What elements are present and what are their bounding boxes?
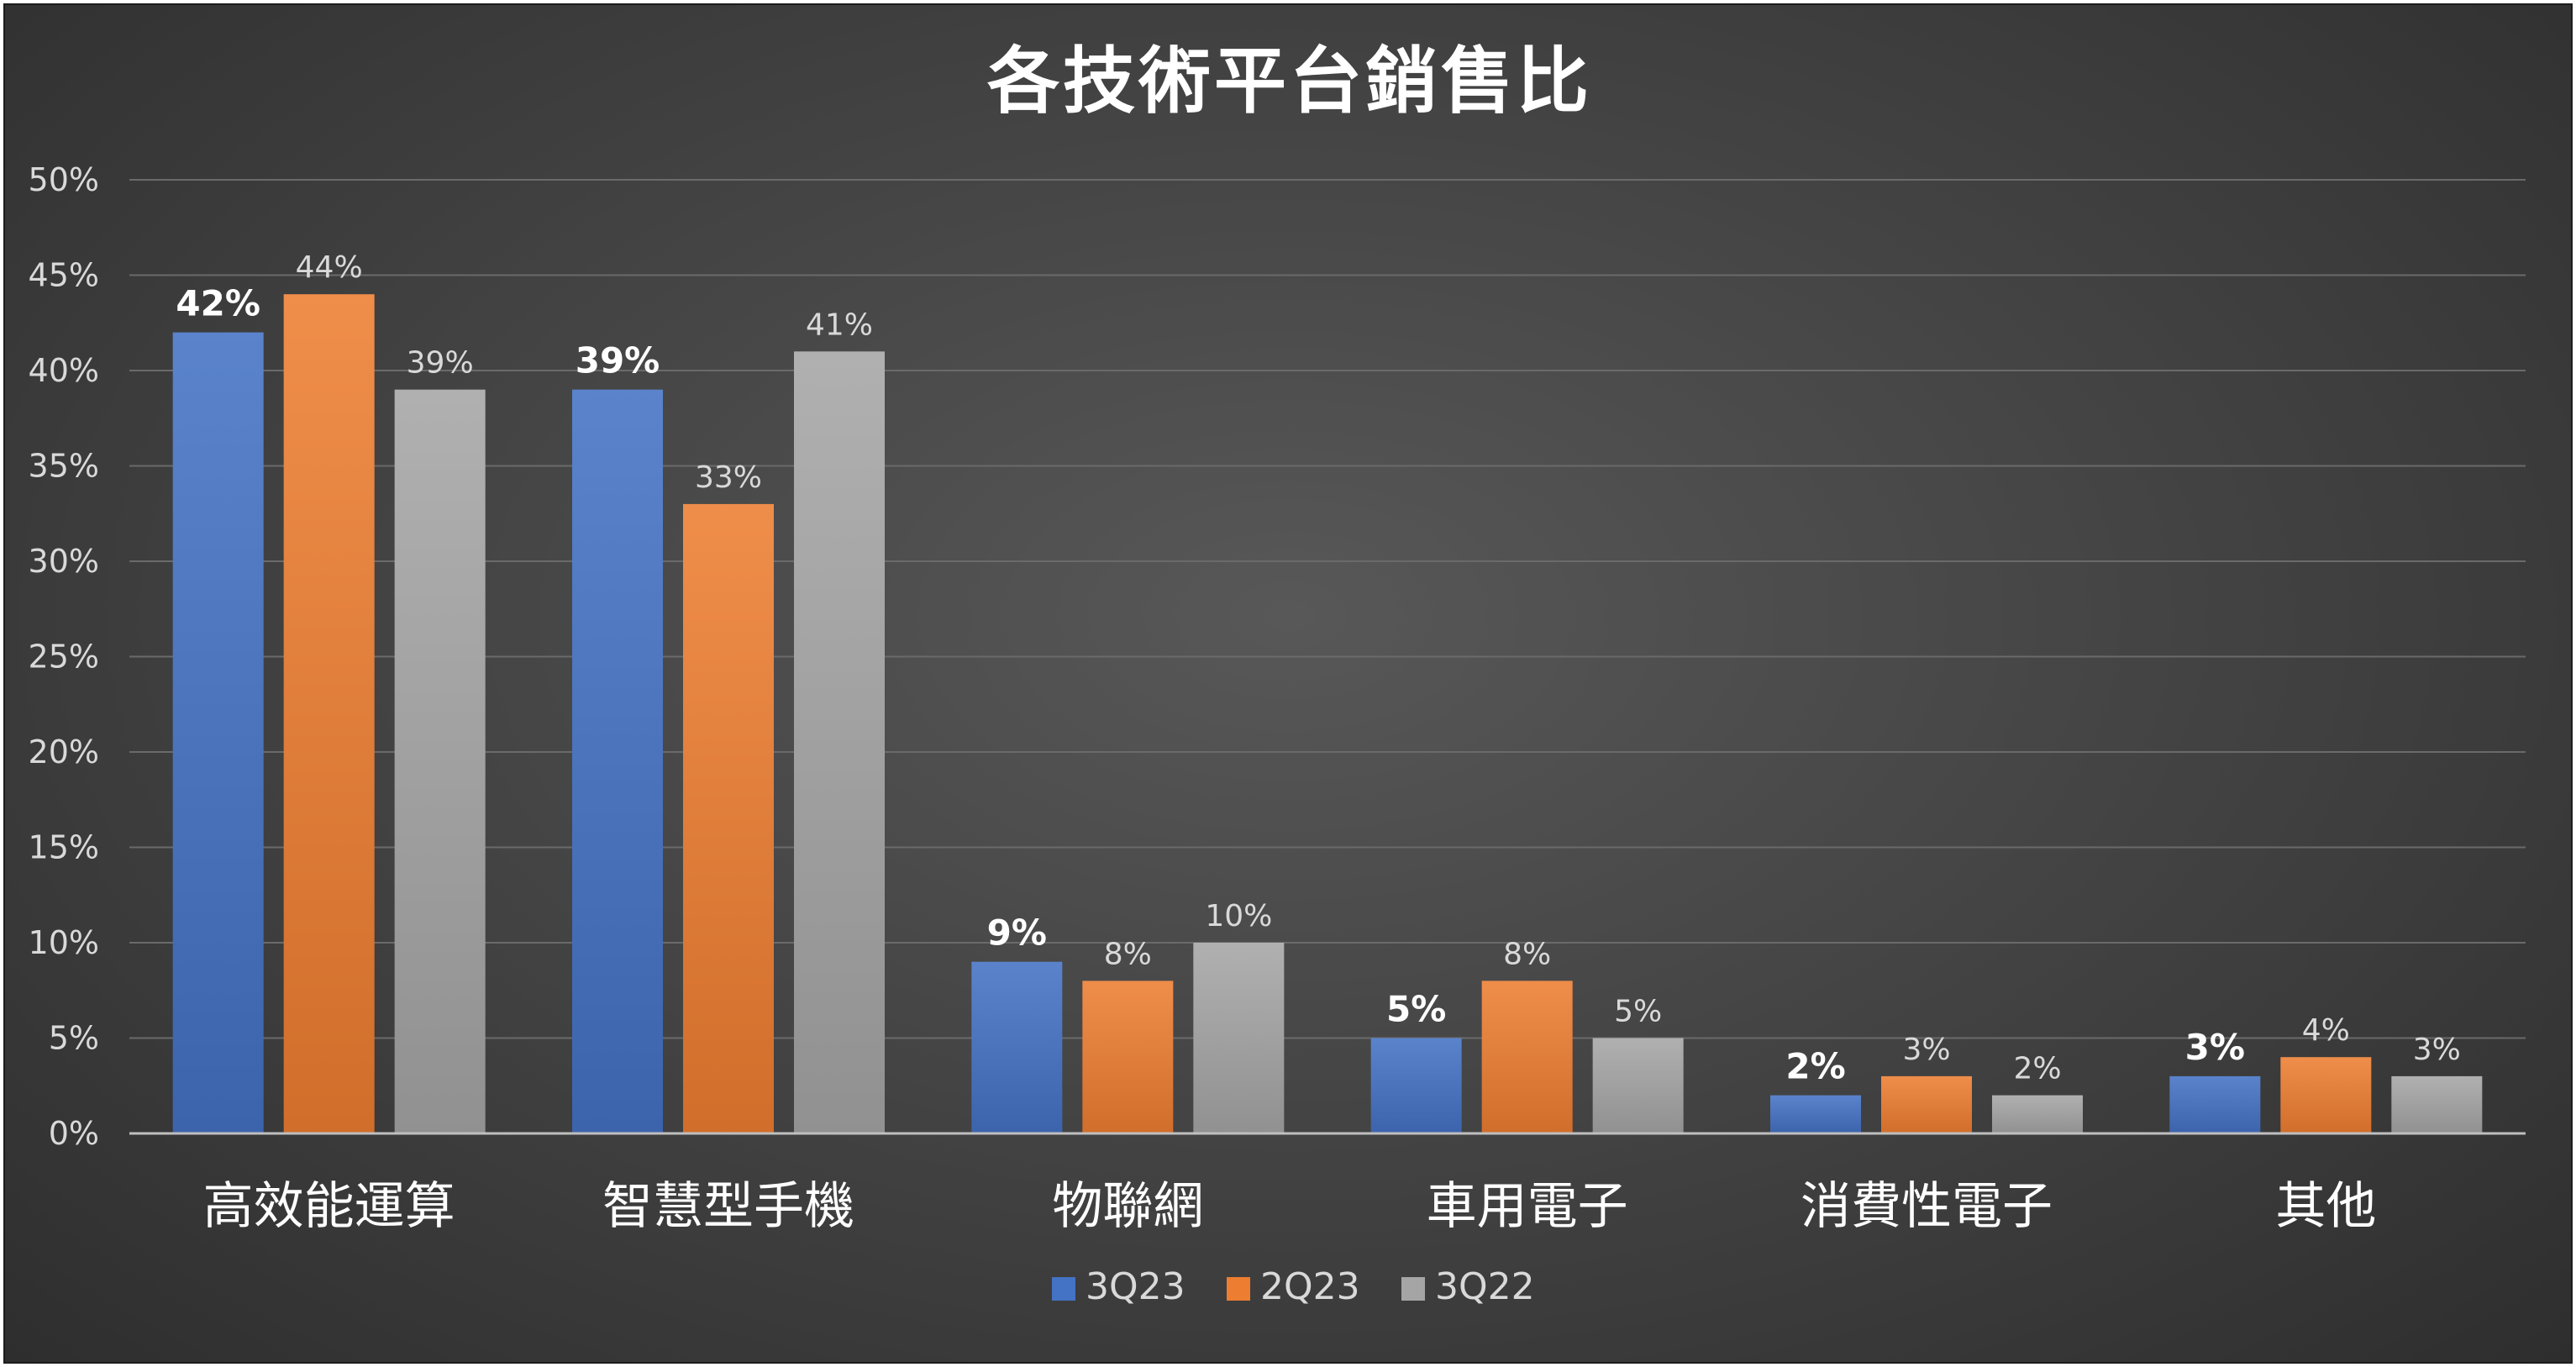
y-tick-label: 25% xyxy=(29,639,99,676)
bar-2q23-1 xyxy=(683,503,774,1133)
y-tick-label: 15% xyxy=(29,829,99,866)
data-label: 9% xyxy=(987,912,1047,954)
legend-label: 3Q22 xyxy=(1435,1265,1535,1308)
y-tick-label: 30% xyxy=(29,543,99,580)
legend-swatch-2q23 xyxy=(1227,1277,1250,1301)
data-label: 33% xyxy=(695,460,762,495)
y-tick-label: 45% xyxy=(29,257,99,294)
legend-label: 2Q23 xyxy=(1260,1265,1360,1308)
x-category-label: 消費性電子 xyxy=(1801,1177,2053,1236)
y-axis-ticks: 0% 5% 10% 15% 20% 25% 30% 35% 40% 45% 50% xyxy=(29,161,99,1152)
y-tick-label: 40% xyxy=(29,352,99,389)
bar-3q22-4 xyxy=(1992,1095,2083,1133)
y-tick-label: 35% xyxy=(29,448,99,485)
legend: 3Q23 2Q23 3Q22 xyxy=(1052,1265,1535,1308)
bar-2q23-2 xyxy=(1082,981,1174,1133)
x-category-label: 其他 xyxy=(2275,1177,2376,1236)
data-label: 42% xyxy=(176,283,260,324)
bar-chart: 各技術平台銷售比 0% 5% 10% 15% 20% 25% 30% 35% 40% 45% 50%… xyxy=(29,39,2526,1308)
y-tick-label: 10% xyxy=(29,924,99,961)
bar-3q23-3 xyxy=(1370,1038,1462,1133)
data-label: 39% xyxy=(576,340,660,381)
bar-3q22-0 xyxy=(394,389,486,1133)
bar-3q22-1 xyxy=(794,351,885,1133)
bar-3q23-0 xyxy=(172,332,264,1134)
bar-2q23-3 xyxy=(1481,981,1573,1133)
chart-frame: 各技術平台銷售比 0% 5% 10% 15% 20% 25% 30% 35% 40% 45% 50%… xyxy=(3,3,2573,1364)
x-category-label: 物聯網 xyxy=(1052,1177,1203,1236)
bar-2q23-4 xyxy=(1881,1075,1972,1133)
data-label: 5% xyxy=(1614,995,1662,1029)
bars xyxy=(172,294,2483,1134)
bar-3q23-1 xyxy=(572,389,663,1133)
legend-label: 3Q23 xyxy=(1086,1265,1185,1308)
data-label: 8% xyxy=(1503,937,1551,971)
x-category-label: 車用電子 xyxy=(1427,1177,1628,1236)
data-label: 3% xyxy=(1902,1033,1950,1067)
bar-3q23-5 xyxy=(2169,1075,2261,1133)
y-tick-label: 0% xyxy=(49,1115,99,1152)
bar-3q22-5 xyxy=(2391,1075,2483,1133)
bar-3q22-3 xyxy=(1592,1038,1684,1133)
data-label: 44% xyxy=(296,250,363,285)
legend-swatch-3q23 xyxy=(1052,1277,1075,1301)
data-label: 3% xyxy=(2185,1027,2245,1068)
bar-3q23-2 xyxy=(971,961,1063,1133)
data-label: 41% xyxy=(806,308,873,342)
x-category-label: 高效能運算 xyxy=(203,1177,455,1236)
bar-3q22-2 xyxy=(1193,943,1285,1133)
x-axis-categories: 高效能運算 智慧型手機 物聯網 車用電子 消費性電子 其他 xyxy=(203,1177,2377,1236)
data-labels: 42% 44% 39% 39% 33% 41% 9% 8% 10% 5% 8% 5% 2% 3% 2% 3% 4… xyxy=(176,250,2460,1086)
bar-3q23-4 xyxy=(1770,1095,1861,1133)
data-label: 3% xyxy=(2413,1033,2461,1067)
bar-2q23-0 xyxy=(283,294,375,1133)
legend-swatch-3q22 xyxy=(1401,1277,1425,1301)
data-label: 39% xyxy=(407,346,474,381)
data-label: 2% xyxy=(1785,1046,1845,1087)
y-tick-label: 50% xyxy=(29,161,99,198)
data-label: 2% xyxy=(2013,1052,2061,1086)
data-label: 4% xyxy=(2302,1013,2350,1048)
data-label: 10% xyxy=(1205,899,1272,933)
data-label: 5% xyxy=(1386,989,1446,1030)
y-tick-label: 5% xyxy=(49,1020,99,1057)
grid-lines xyxy=(129,179,2526,1039)
x-category-label: 智慧型手機 xyxy=(602,1177,854,1236)
chart-title: 各技術平台銷售比 xyxy=(987,39,1592,124)
bar-2q23-5 xyxy=(2280,1057,2372,1133)
data-label: 8% xyxy=(1104,937,1152,971)
y-tick-label: 20% xyxy=(29,733,99,770)
